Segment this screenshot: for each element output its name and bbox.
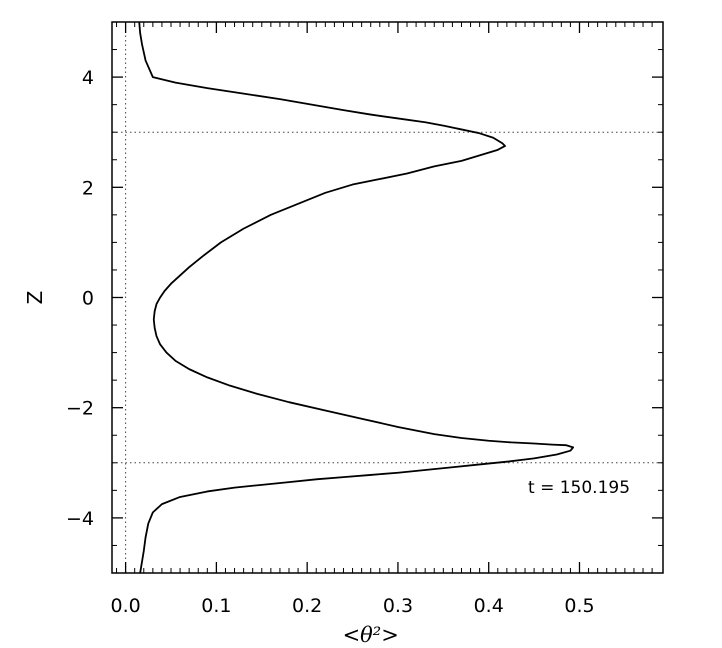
y-tick-label: 0 [82, 288, 94, 310]
y-axis-label: Z [23, 291, 47, 305]
y-tick-label: 4 [82, 67, 94, 89]
plot-frame [111, 21, 664, 574]
axis-ticks [112, 21, 663, 574]
x-tick-label: 0.2 [292, 595, 322, 617]
x-axis-label: <θ²> [343, 623, 399, 647]
y-tick-labels: −4 −2 0 2 4 [66, 67, 94, 530]
x-tick-label: 0.3 [383, 595, 413, 617]
x-tick-label: 0.0 [111, 595, 141, 617]
x-tick-labels: 0.0 0.1 0.2 0.3 0.4 0.5 [111, 595, 595, 617]
x-tick-label: 0.5 [564, 595, 594, 617]
y-tick-label: 2 [82, 177, 94, 199]
time-annotation: t = 150.195 [528, 478, 630, 498]
y-tick-label: −4 [66, 508, 94, 530]
series-line-0 [138, 21, 575, 574]
x-tick-label: 0.4 [474, 595, 504, 617]
y-tick-label: −2 [66, 398, 94, 420]
series-layer [138, 21, 575, 574]
reference-lines [112, 22, 663, 573]
x-tick-label: 0.1 [201, 595, 231, 617]
